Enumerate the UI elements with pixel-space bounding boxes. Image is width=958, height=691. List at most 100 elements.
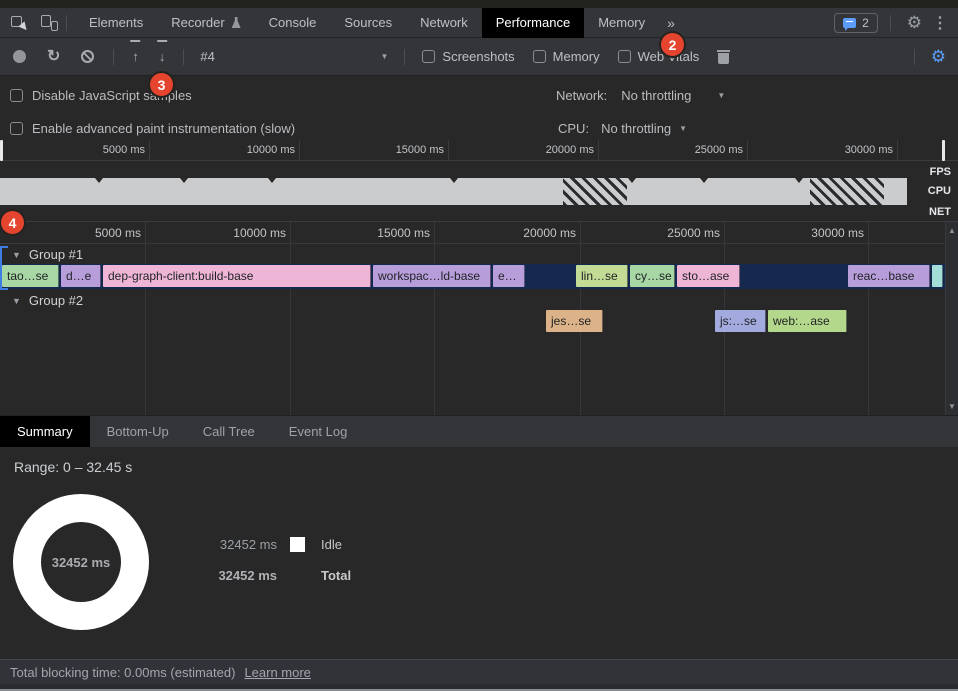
tab-call-tree[interactable]: Call Tree <box>202 424 255 439</box>
timeline-bar[interactable]: workspac…ld-base <box>373 265 491 287</box>
cpu-throttling-select[interactable]: CPU: No throttling ▼ <box>558 121 687 136</box>
flame-chart-ruler: 5000 ms 10000 ms 15000 ms 20000 ms 25000 ms 3… <box>0 222 945 244</box>
reload-and-record-icon[interactable]: ↻ <box>47 47 61 65</box>
network-throttling-label: Network: <box>556 88 608 103</box>
overview-tick-line <box>299 140 300 160</box>
overview-tick-label: 25000 ms <box>694 144 743 156</box>
overview-ruler: 5000 ms 10000 ms 15000 ms 20000 ms 25000 ms 3… <box>0 140 958 161</box>
device-toolbar-icon[interactable] <box>41 14 58 31</box>
timeline-bar[interactable]: tao…se <box>2 265 59 287</box>
issues-bubble-icon <box>843 17 857 31</box>
group-2-header[interactable]: ▼ Group #2 <box>12 293 83 308</box>
chevron-down-icon: ▼ <box>717 91 726 100</box>
web-vitals-checkbox[interactable] <box>617 50 631 63</box>
collapse-triangle-icon[interactable]: ▼ <box>12 295 21 306</box>
tab-performance[interactable]: Performance <box>481 7 585 38</box>
group-selection-bracket <box>0 246 8 290</box>
cpu-throttling-label: CPU: <box>558 121 590 136</box>
scroll-up-icon[interactable]: ▲ <box>948 226 956 235</box>
tab-recorder[interactable]: Recorder <box>157 8 254 38</box>
upload-arrow-icon: ↑ <box>132 48 139 64</box>
timeline-bar[interactable]: cy…se <box>630 265 675 287</box>
tab-label: Network <box>420 14 468 30</box>
flame-chart-scrollbar[interactable]: ▲ ▼ <box>945 222 958 415</box>
tab-label: Console <box>268 14 317 30</box>
memory-label: Memory <box>552 49 600 64</box>
status-bar: Total blocking time: 0.00ms (estimated) … <box>0 659 958 684</box>
collapse-triangle-icon[interactable]: ▼ <box>12 249 21 260</box>
tab-memory[interactable]: Memory <box>584 8 659 38</box>
tab-sources[interactable]: Sources <box>330 8 406 38</box>
timeline-bar[interactable] <box>932 265 943 287</box>
clear-recordings-icon[interactable] <box>81 50 95 63</box>
cpu-notch <box>268 178 276 183</box>
network-throttling-select[interactable]: Network: No throttling ▼ <box>556 88 725 103</box>
separator <box>913 48 915 65</box>
timeline-bar[interactable]: reac…base <box>848 265 930 287</box>
legend-total-value: 32452 ms <box>218 568 277 583</box>
record-button[interactable] <box>13 50 26 63</box>
cpu-hatched-region <box>810 178 884 205</box>
timeline-bar[interactable]: web:…ase <box>768 310 847 332</box>
recording-history-select[interactable]: #4 ▼ <box>200 49 388 64</box>
memory-checkbox[interactable] <box>532 50 546 63</box>
timeline-bar[interactable]: lin…se <box>576 265 628 287</box>
legend-total-label: Total <box>321 568 352 583</box>
scroll-down-icon[interactable]: ▼ <box>948 402 956 411</box>
timeline-overview[interactable]: 5000 ms 10000 ms 15000 ms 20000 ms 25000 ms 3… <box>0 140 958 222</box>
memory-checkbox-group[interactable]: Memory <box>532 49 600 64</box>
timeline-bar[interactable]: sto…ase <box>677 265 740 287</box>
overview-right-handle[interactable] <box>942 140 945 161</box>
screenshots-checkbox-group[interactable]: Screenshots <box>422 49 515 64</box>
group-2-bars: jes…se js:…se web:…ase <box>0 310 945 332</box>
save-profile-button[interactable]: ↓ <box>156 40 168 64</box>
cpu-notch <box>795 178 803 183</box>
legend-total-swatch <box>290 568 305 583</box>
timeline-bar[interactable]: e… <box>493 265 525 287</box>
load-profile-button[interactable]: ↑ <box>130 40 142 64</box>
summary-pane: Range: 0 – 32.45 s 32452 ms 32452 ms Idl… <box>0 447 958 659</box>
flame-chart-tick-label: 20000 ms <box>523 226 576 240</box>
capture-settings-gear-icon[interactable]: ⚙ <box>930 47 946 66</box>
cpu-hatched-region <box>563 178 627 205</box>
overview-tick-line <box>598 140 599 160</box>
download-arrow-icon: ↓ <box>158 48 166 64</box>
tab-summary[interactable]: Summary <box>0 416 90 447</box>
tab-bottom-up[interactable]: Bottom-Up <box>106 424 169 439</box>
flame-chart-gridline <box>868 222 869 415</box>
flame-chart[interactable]: 5000 ms 10000 ms 15000 ms 20000 ms 25000 ms 3… <box>0 222 958 415</box>
timeline-bar[interactable]: js:…se <box>715 310 766 332</box>
more-tabs-button[interactable]: » <box>667 14 675 31</box>
web-vitals-checkbox-group[interactable]: Web Vitals <box>617 49 699 64</box>
tab-console[interactable]: Console <box>255 8 331 38</box>
screenshots-checkbox[interactable] <box>422 50 436 63</box>
inspect-element-icon[interactable] <box>11 15 30 33</box>
flame-chart-tick-label: 15000 ms <box>377 226 430 240</box>
timeline-bar[interactable]: jes…se <box>546 310 603 332</box>
overview-left-handle[interactable] <box>0 140 3 161</box>
group-1-header[interactable]: ▼ Group #1 <box>12 247 83 262</box>
disable-js-samples-checkbox[interactable] <box>10 89 23 102</box>
issues-counter-button[interactable]: 2 <box>834 12 878 33</box>
tab-label: Memory <box>598 14 646 30</box>
paint-instrumentation-row[interactable]: Enable advanced paint instrumentation (s… <box>10 121 295 136</box>
flame-chart-tick-label: 10000 ms <box>233 226 286 240</box>
paint-instrumentation-checkbox[interactable] <box>10 122 23 135</box>
donut-legend: 32452 ms Idle 32452 ms Total <box>205 537 351 583</box>
learn-more-link[interactable]: Learn more <box>244 664 311 680</box>
separator <box>183 48 185 65</box>
trash-icon[interactable] <box>717 49 731 64</box>
network-throttling-value: No throttling <box>621 88 692 103</box>
timeline-bar[interactable]: dep-graph-client:build-base <box>103 265 371 287</box>
details-tabbar: Summary Bottom-Up Call Tree Event Log <box>0 415 958 447</box>
device-screen <box>41 14 51 27</box>
tab-network[interactable]: Network <box>406 8 482 38</box>
tab-event-log[interactable]: Event Log <box>288 424 348 439</box>
experiment-flask-icon <box>231 17 241 28</box>
paint-instrumentation-label: Enable advanced paint instrumentation (s… <box>32 121 296 136</box>
settings-gear-icon[interactable]: ⚙ <box>906 13 922 32</box>
timeline-bar[interactable]: d…e <box>61 265 101 287</box>
kebab-menu-icon[interactable]: ⋮ <box>932 14 948 32</box>
tab-elements[interactable]: Elements <box>75 8 157 38</box>
